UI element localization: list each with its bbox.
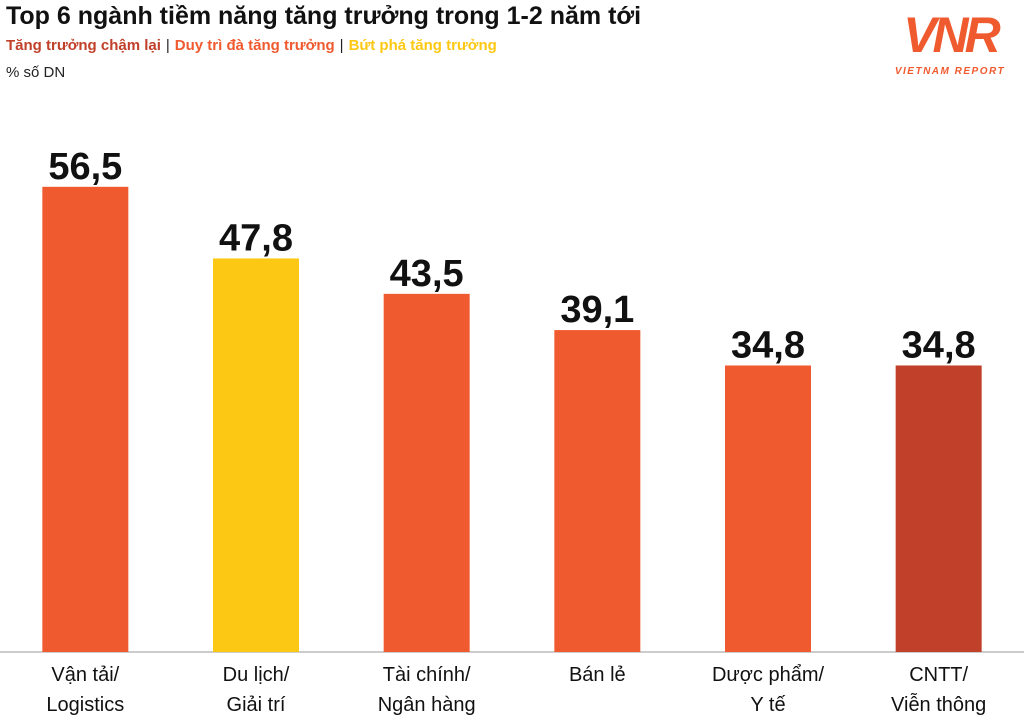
bar [42, 186, 129, 653]
legend-item: Tăng trưởng chậm lại [6, 37, 161, 54]
x-tick-label: CNTT/ Viễn thông [891, 664, 987, 716]
x-tick-label: Tài chính/ Ngân hàng [377, 664, 476, 716]
chart-title: Top 6 ngành tiềm năng tăng trưởng trong … [6, 2, 642, 30]
bar [554, 330, 641, 652]
value-label: 43,5 [390, 253, 464, 295]
y-axis-label: % số DN [6, 64, 66, 81]
x-tick-label: Du lịch/ Giải trí [222, 664, 290, 716]
legend-separator: | [165, 37, 170, 54]
value-label: 34,8 [731, 324, 805, 366]
value-label: 39,1 [560, 289, 634, 331]
value-label: 56,5 [48, 146, 122, 188]
logo-mark: VNR [903, 7, 1001, 63]
value-label: 47,8 [219, 217, 293, 259]
legend: Tăng trưởng chậm lại | Duy trì đà tăng trư… [6, 37, 497, 54]
value-label: 34,8 [902, 324, 976, 366]
bar [213, 258, 299, 652]
bar [895, 365, 982, 652]
x-tick-label: Vận tải/ Logistics [46, 664, 125, 716]
legend-separator: | [339, 37, 344, 54]
logo-text: VIETNAM REPORT [894, 66, 1006, 77]
x-tick-label: Bán lẻ [568, 664, 626, 686]
x-tick-label: Dược phẩm/ Y tế [711, 664, 825, 716]
bar [725, 365, 811, 652]
logo: VNR VIETNAM REPORT [880, 0, 1020, 77]
legend-item: Duy trì đà tăng trưởng [174, 37, 335, 54]
legend-item: Bứt phá tăng trưởng [348, 37, 497, 54]
bar [383, 293, 470, 652]
